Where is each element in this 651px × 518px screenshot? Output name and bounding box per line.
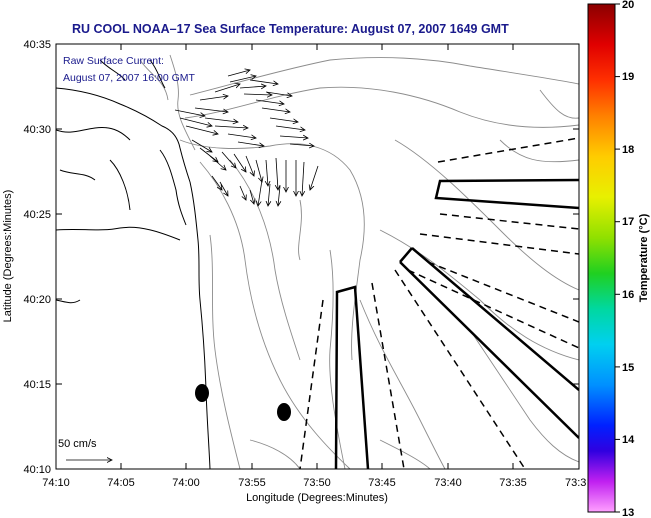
dashed-boundaries [299,137,579,469]
colorbar-tick: 18 [622,144,634,156]
current-info-line2: August 07, 2007 16:00 GMT [63,72,196,84]
bathymetry-contours [139,54,579,469]
colorbar-label: Temperature (°C) [638,213,650,302]
y-tick-label: 40:15 [23,379,51,391]
x-tick-label: 73:50 [303,477,331,489]
colorbar-tick: 20 [622,0,634,11]
x-tick-label: 73:3 [565,477,586,489]
y-axis-label: Latitude (Degrees:Minutes) [2,190,14,323]
axis-ticks [55,43,579,469]
y-tick-label: 40:25 [23,209,51,221]
x-axis-label: Longitude (Degrees:Minutes) [246,492,388,504]
x-tick-label: 73:40 [434,477,462,489]
colorbar-tick: 16 [622,289,634,301]
x-tick-label: 74:10 [42,477,70,489]
vector-scale-label: 50 cm/s [58,438,97,450]
zone-polygon-east [434,178,579,210]
current-info-line1: Raw Surface Current: [63,55,164,67]
x-tick-label: 73:55 [238,477,266,489]
colorbar-tick: 15 [622,362,634,374]
y-tick-label: 40:10 [23,464,51,476]
y-tick-label: 40:20 [23,294,51,306]
x-tick-label: 74:00 [172,477,200,489]
station-dot-west [195,384,209,402]
zone-polygon-south [334,285,370,469]
zone-outlines [334,178,579,469]
surface-current-vectors [174,70,319,206]
station-dot-east [277,403,291,421]
colorbar-tick: 13 [622,507,634,518]
colorbar-tick: 19 [622,71,634,83]
map-plot-area: Raw Surface Current: August 07, 2007 16:… [56,44,579,469]
x-tick-label: 73:35 [499,477,527,489]
colorbar-tick: 14 [622,434,635,446]
coastline [56,59,211,469]
x-tick-label: 73:45 [368,477,396,489]
temperature-colorbar: 20 19 18 17 16 15 14 13 Temperature (°C) [587,0,650,518]
x-tick-label: 74:05 [107,477,135,489]
colorbar-tick: 17 [622,216,634,228]
figure-title: RU COOL NOAA–17 Sea Surface Temperature:… [72,22,509,36]
zone-polygon-diagonal [399,247,579,439]
y-tick-label: 40:30 [23,124,51,136]
y-tick-label: 40:35 [23,39,51,51]
